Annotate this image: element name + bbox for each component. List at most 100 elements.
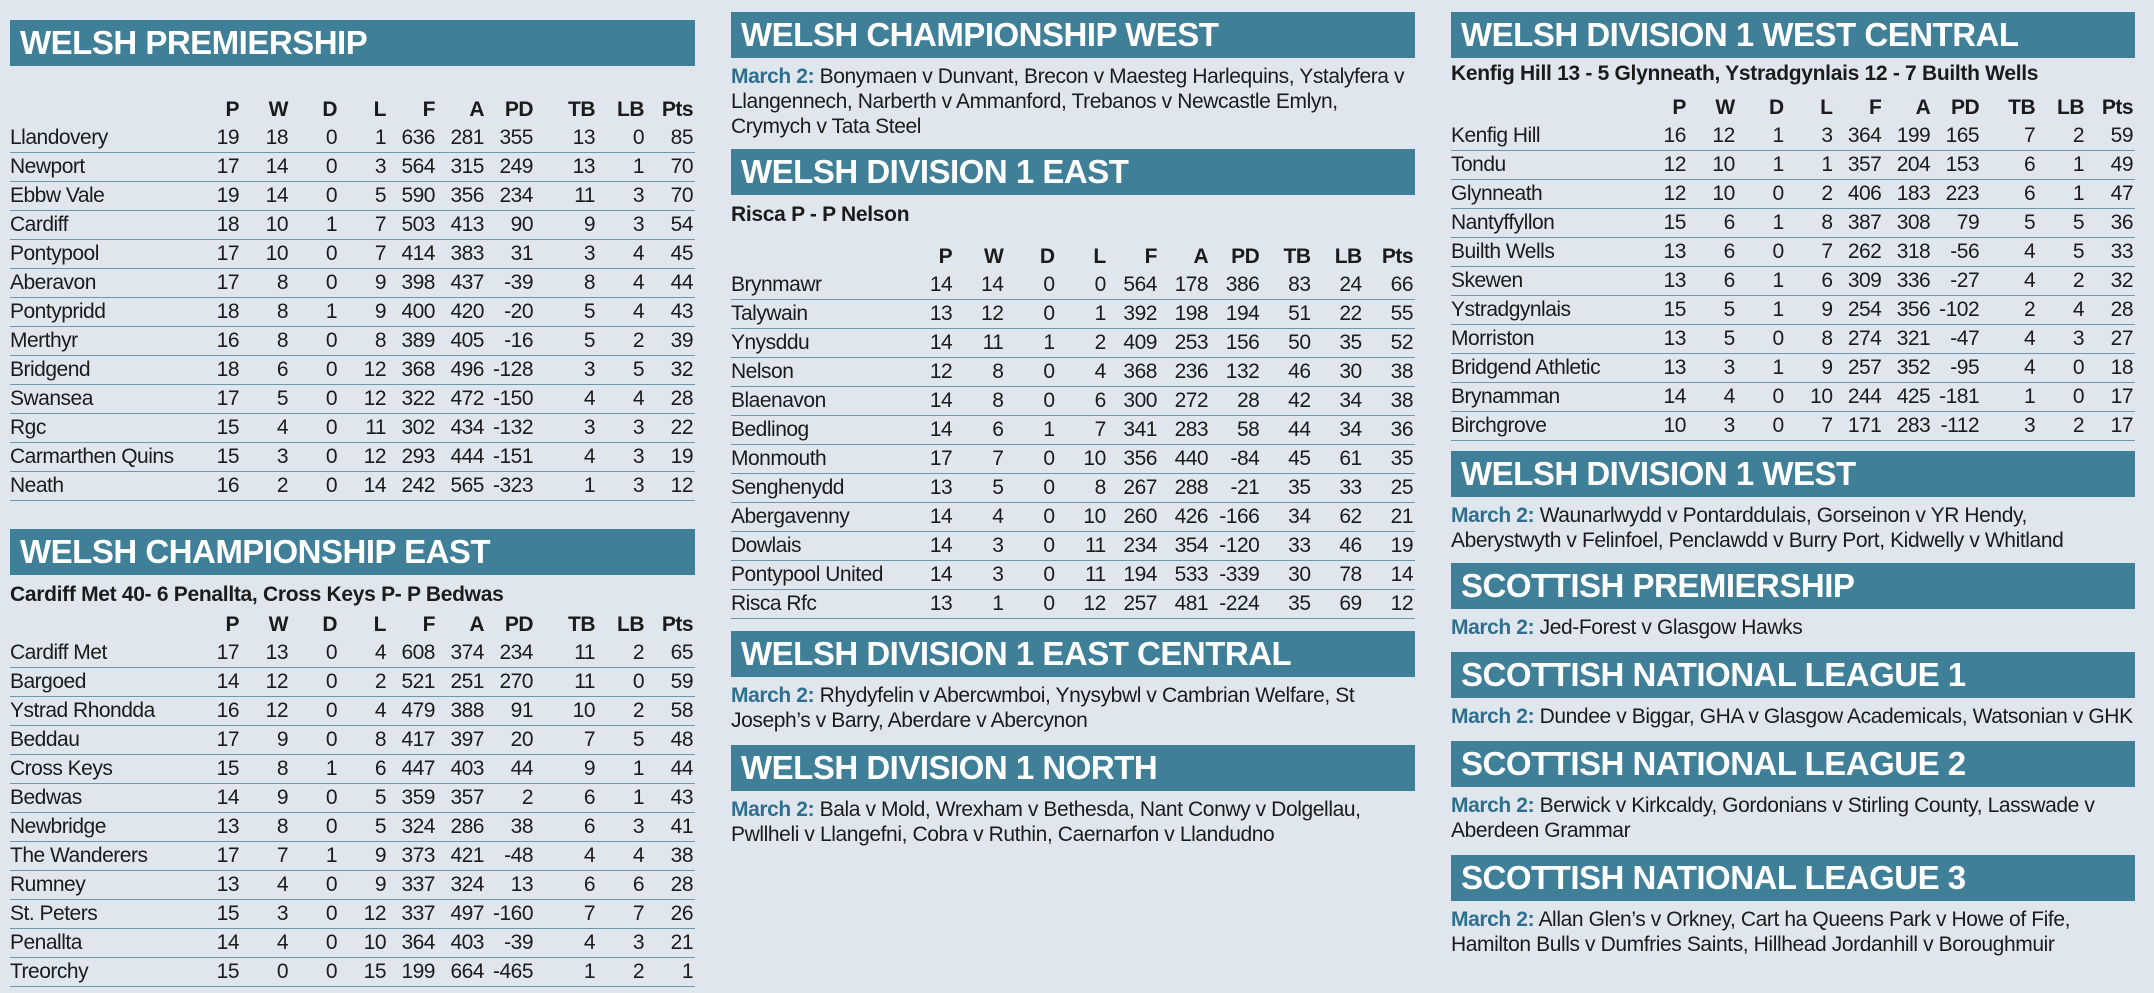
stat-d: 1 (1736, 295, 1786, 325)
stat-d: 0 (290, 957, 339, 987)
stat-pts: 45 (646, 239, 695, 269)
team-name: Tondu (1451, 150, 1639, 180)
stat-a: 425 (1883, 382, 1933, 412)
stat-pd: 270 (486, 667, 535, 697)
results-line: Kenfig Hill 13 - 5 Glynneath, Ystradgynl… (1451, 62, 2039, 85)
stat-p: 15 (192, 442, 241, 472)
column-header-lb: LB (2057, 96, 2084, 119)
stat-pts: 28 (646, 870, 695, 900)
team-column-header (731, 243, 903, 271)
stat-pts: 59 (646, 667, 695, 697)
table-row: Neath 16 2 0 14 242 565 -323 1 3 12 (10, 471, 695, 501)
stat-d: 0 (1005, 299, 1057, 329)
stat-pd: 234 (486, 639, 535, 668)
stat-lb: 30 (1312, 357, 1364, 387)
stat-f: 267 (1107, 473, 1159, 503)
stat-pts: 70 (646, 152, 695, 182)
stat-lb: 5 (2037, 237, 2086, 267)
table-row: Pontypridd 18 8 1 9 400 420 -20 5 4 43 (10, 297, 695, 327)
stat-w: 3 (954, 531, 1006, 561)
stat-l: 10 (1056, 444, 1108, 474)
stat-pts: 48 (646, 725, 695, 755)
stat-lb: 3 (597, 471, 646, 501)
stat-w: 6 (1687, 266, 1737, 296)
team-name: Pontypool United (731, 560, 903, 590)
table-row: Nantyffyllon 15 6 1 8 387 308 79 5 5 36 (1451, 208, 2135, 238)
stat-d: 0 (290, 471, 339, 501)
table-row: Morriston 13 5 0 8 274 321 -47 4 3 27 (1451, 324, 2135, 354)
table-row: Llandovery 19 18 0 1 636 281 355 13 0 85 (10, 124, 695, 153)
stat-w: 18 (241, 124, 290, 153)
stat-d: 0 (290, 124, 339, 153)
stat-l: 8 (1785, 208, 1835, 238)
stat-a: 318 (1883, 237, 1933, 267)
stat-a: 420 (437, 297, 486, 327)
column-right: WELSH DIVISION 1 WEST CENTRAL Kenfig Hil… (1451, 12, 2135, 963)
fixtures-text: March 2: Allan Glen’s v Orkney, Cart ha … (1451, 907, 2135, 957)
table-header: P W D L F A PD TB LB Pts (10, 611, 695, 639)
stat-pts: 47 (2086, 179, 2135, 209)
stat-w: 12 (241, 696, 290, 726)
fixtures-text: March 2: Bala v Mold, Wrexham v Bethesda… (731, 797, 1415, 847)
stat-pd: 386 (1210, 271, 1262, 300)
team-name: Bridgend Athletic (1451, 353, 1639, 383)
stat-lb: 0 (597, 667, 646, 697)
stat-a: 356 (437, 181, 486, 211)
stat-tb: 34 (1261, 502, 1313, 532)
stat-pd: -339 (1210, 560, 1262, 590)
stat-tb: 1 (535, 471, 597, 501)
team-name: Monmouth (731, 444, 903, 474)
team-name: Pontypool (10, 239, 192, 269)
stat-p: 13 (1639, 324, 1688, 354)
stat-pts: 33 (2086, 237, 2135, 267)
stat-f: 368 (388, 355, 437, 385)
stat-w: 6 (241, 355, 290, 385)
stat-f: 373 (388, 841, 437, 871)
stat-w: 4 (241, 928, 290, 958)
stat-l: 4 (339, 696, 388, 726)
stat-lb: 4 (2037, 295, 2086, 325)
stat-l: 10 (339, 928, 388, 958)
team-name: Abergavenny (731, 502, 903, 532)
stat-pd: 194 (1210, 299, 1262, 329)
stat-pts: 36 (2086, 208, 2135, 238)
stat-f: 171 (1834, 411, 1884, 441)
stat-pts: 38 (1363, 386, 1415, 416)
stat-d: 0 (1736, 237, 1786, 267)
stat-d: 0 (290, 812, 339, 842)
league-welsh-championship-east: WELSH CHAMPIONSHIP EAST Cardiff Met 40- … (10, 529, 695, 987)
stat-l: 8 (339, 725, 388, 755)
stat-d: 0 (290, 152, 339, 182)
stat-d: 1 (1736, 266, 1786, 296)
stat-tb: 4 (535, 442, 597, 472)
stat-a: 356 (1883, 295, 1933, 325)
stat-w: 3 (954, 560, 1006, 590)
stat-pd: 90 (486, 210, 535, 240)
stat-w: 5 (241, 384, 290, 414)
stat-d: 0 (290, 696, 339, 726)
stat-pts: 59 (2086, 122, 2135, 151)
team-name: Bedwas (10, 783, 192, 813)
stat-a: 198 (1158, 299, 1211, 329)
stat-pts: 32 (2086, 266, 2135, 296)
stat-d: 0 (290, 384, 339, 414)
stat-l: 8 (339, 326, 388, 356)
table-row: Treorchy 15 0 0 15 199 664 -465 1 2 1 (10, 957, 695, 987)
standings-table: P W D L F A PD TB LB Pts Cardiff Met 17 13 0 4 608 374 2… (10, 611, 695, 987)
stat-f: 341 (1107, 415, 1159, 445)
team-name: Blaenavon (731, 386, 903, 416)
stat-pd: -16 (486, 326, 535, 356)
stat-pd: -160 (486, 899, 535, 929)
stat-d: 0 (290, 355, 339, 385)
results-line: Cardiff Met 40- 6 Penallta, Cross Keys P… (10, 583, 504, 606)
stat-l: 3 (339, 152, 388, 182)
table-row: Nelson 12 8 0 4 368 236 132 46 30 38 (731, 357, 1415, 387)
stat-d: 1 (1736, 122, 1786, 151)
stat-w: 12 (1687, 122, 1737, 151)
fixture-list: Dundee v Biggar, GHA v Glasgow Academica… (1534, 705, 2133, 728)
stat-pts: 32 (646, 355, 695, 385)
column-header-d: D (1768, 96, 1784, 119)
stat-f: 242 (388, 471, 437, 501)
stat-a: 440 (1158, 444, 1211, 474)
stat-lb: 2 (597, 957, 646, 987)
